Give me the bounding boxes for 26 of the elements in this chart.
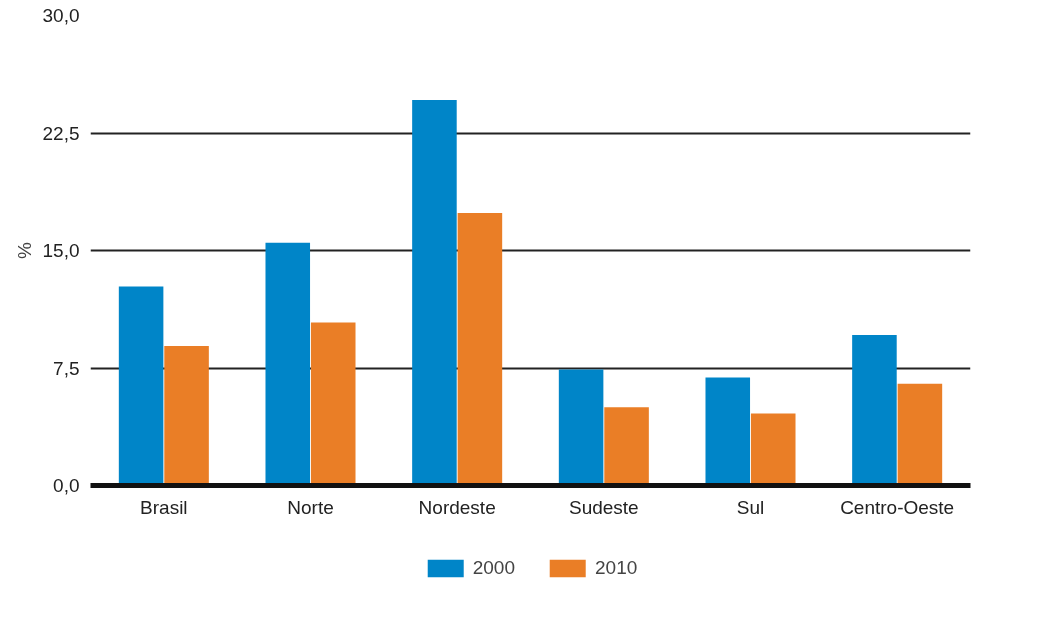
bar <box>265 242 311 486</box>
bar <box>457 212 503 486</box>
bar <box>412 100 457 486</box>
y-tick-label: 22,5 <box>42 122 80 144</box>
y-tick-label: 7,5 <box>53 357 80 379</box>
bar <box>852 335 897 486</box>
y-tick-label: 0,0 <box>53 475 80 496</box>
x-tick-label: Sudeste <box>568 496 639 518</box>
x-tick-label: Norte <box>287 496 334 518</box>
y-axis-title: % <box>13 241 35 259</box>
x-tick-label: Sul <box>736 496 765 518</box>
x-tick-label: Brasil <box>140 496 188 518</box>
legend-label: 2000 <box>472 556 515 579</box>
bar <box>164 346 209 486</box>
legend-label: 2010 <box>595 556 638 579</box>
bar <box>310 322 356 486</box>
bar <box>118 286 164 486</box>
x-tick-label: Nordeste <box>418 496 496 518</box>
bar <box>558 369 604 486</box>
y-tick-label: 15,0 <box>42 240 80 261</box>
x-tick-label: Centro-Oeste <box>840 496 955 518</box>
bar <box>750 413 796 486</box>
bar <box>604 407 649 486</box>
bar <box>897 383 943 486</box>
bar <box>705 377 751 486</box>
y-tick-label: 30,0 <box>42 5 80 26</box>
